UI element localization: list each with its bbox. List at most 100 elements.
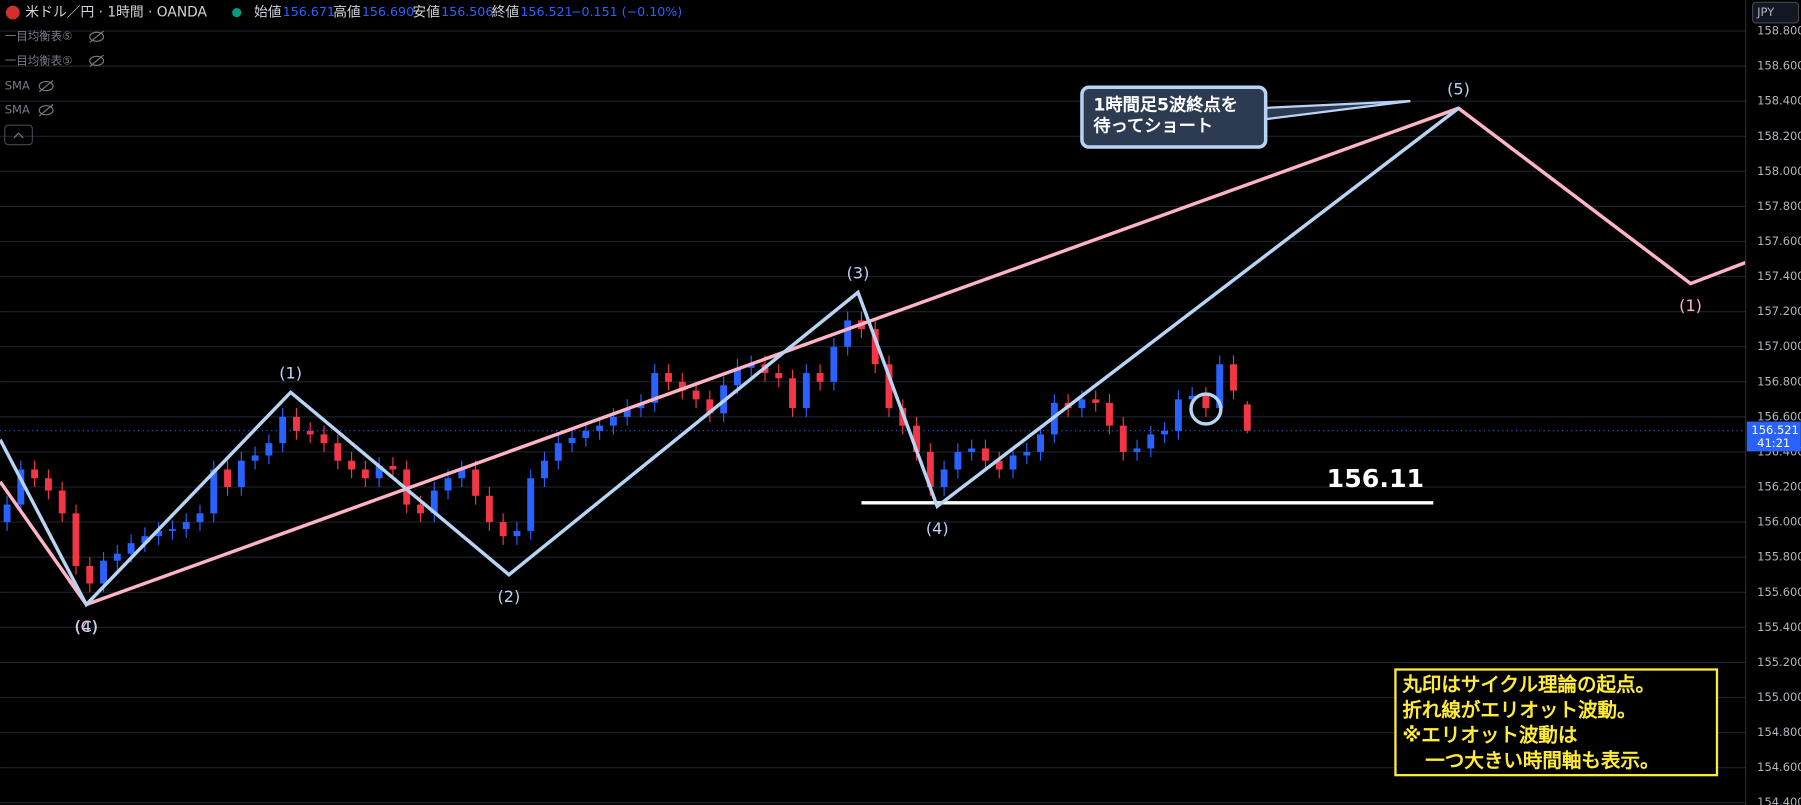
candle-body (224, 469, 232, 488)
candle-body (678, 381, 686, 391)
candle-body (513, 530, 521, 537)
candle-body (706, 399, 714, 414)
candle-body (1161, 430, 1169, 435)
current-price-tag (1746, 421, 1801, 452)
close-value: 156.521 (520, 4, 572, 19)
y-tick-label: 154.600 (1757, 760, 1801, 774)
wave-line (0, 106, 1460, 608)
eye-slash (38, 104, 54, 117)
candle-body (926, 451, 934, 488)
wave-label: (4) (926, 519, 949, 538)
drawings: 156.11 (C) (1) (4) (1) (2) (3) (4) (5) (0, 79, 1747, 636)
y-tick-label: 157.400 (1757, 269, 1801, 283)
candle-body (430, 490, 438, 514)
candle-body (251, 455, 259, 461)
chevron (13, 132, 24, 139)
candle-body (485, 495, 493, 523)
candle-body (86, 565, 94, 584)
y-tick-label: 156.800 (1757, 374, 1801, 388)
eye-icon[interactable] (38, 105, 54, 116)
y-tick-label: 155.000 (1757, 690, 1801, 704)
candle-body (306, 430, 314, 435)
cycle-marker (1189, 392, 1223, 426)
y-tick-label: 154.800 (1757, 725, 1801, 739)
candle-body (1216, 364, 1224, 409)
candle-body (320, 434, 328, 444)
y-tick-label: 155.200 (1757, 655, 1801, 669)
countdown: 41:21 (1757, 436, 1790, 450)
candle-body (885, 364, 893, 409)
note-text: 折れ線がエリオット波動。 (1402, 698, 1636, 721)
candle-body (1037, 434, 1045, 452)
candle-body (375, 465, 383, 479)
candle-body (196, 513, 204, 523)
eye-icon[interactable] (38, 80, 54, 92)
level-label: 156.11 (1327, 464, 1424, 493)
candle-body (1092, 399, 1100, 403)
candle-body (155, 530, 163, 537)
eye-slash (89, 30, 104, 43)
grid (0, 30, 1746, 804)
wave-label: (5) (1447, 79, 1470, 98)
high-label: 高値 (333, 4, 361, 21)
candle-body (623, 408, 631, 417)
callout-text: 待ってショート (1093, 115, 1213, 136)
candle-body (472, 469, 480, 496)
candle-body (417, 504, 424, 514)
candle-body (127, 543, 135, 554)
y-tick-label: 156.000 (1757, 515, 1801, 529)
wave-label: (2) (498, 587, 521, 606)
y-tick-label: 156.600 (1757, 409, 1801, 423)
candle-body (789, 378, 796, 409)
candle-body (293, 416, 300, 431)
candle-body (527, 478, 535, 531)
candle-body (72, 513, 80, 566)
candle-body (444, 478, 452, 491)
note-box (1394, 668, 1719, 777)
note-text: 丸印はサイクル理論の起点。 (1401, 673, 1655, 696)
symbol: 米ドル／円 · 1時間 · OANDA (25, 5, 207, 21)
eye-slash (38, 79, 54, 93)
candle-body (1230, 364, 1237, 391)
candle-body (279, 416, 287, 444)
candle-body (871, 329, 879, 365)
collapse-button[interactable] (4, 124, 33, 146)
candle-body (651, 373, 659, 403)
note-text: 一つ大きい時間軸も表示。 (1425, 749, 1659, 772)
candle-body (830, 346, 838, 382)
candle-body (1188, 395, 1196, 400)
candle-body (182, 522, 190, 530)
y-tick-label: 158.200 (1757, 129, 1801, 143)
candle-body (100, 560, 107, 584)
flag-icon (5, 5, 20, 20)
hidden-icons (4, 30, 105, 146)
candle-body (665, 373, 672, 382)
y-tick-label: 158.000 (1757, 164, 1801, 178)
candle-body (582, 430, 590, 438)
candle-body (210, 469, 218, 514)
eye-icon[interactable] (89, 31, 105, 42)
candle-body (541, 460, 548, 479)
candle-body (44, 478, 52, 491)
eye-slash (89, 54, 104, 68)
candle-body (31, 469, 39, 479)
price-axis-labels: 154.400 154.600 154.800 155.000 155.200 155.4… (1746, 24, 1801, 805)
y-tick-label: 158.800 (1757, 24, 1801, 38)
candle-body (816, 373, 824, 382)
high-value: 156.690 (362, 4, 414, 19)
currency-button[interactable] (1752, 1, 1800, 24)
candle-body (168, 529, 176, 531)
y-tick-label: 156.200 (1757, 480, 1801, 494)
candle-body (1106, 402, 1113, 426)
callout-text: 1時間足5波終点を (1093, 95, 1238, 116)
candle-body (733, 367, 741, 386)
open-label: 始値 (254, 5, 282, 21)
note-text: ※エリオット波動は (1402, 724, 1578, 747)
candle-body (237, 460, 245, 488)
candle-body (1147, 434, 1155, 449)
eye-icon[interactable] (89, 55, 105, 67)
y-tick-label: 154.400 (1757, 795, 1801, 805)
callout-box (1080, 85, 1268, 149)
candle-body (554, 443, 562, 461)
candle-body (954, 451, 962, 470)
